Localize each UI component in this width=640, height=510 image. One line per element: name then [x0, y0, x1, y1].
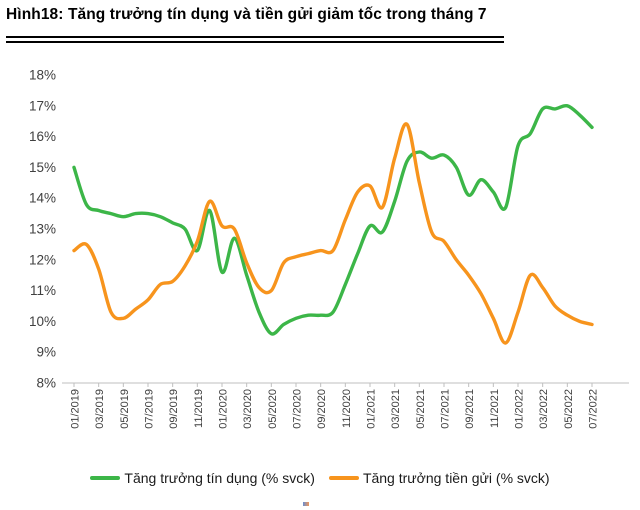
line-chart-plot: 01/2019 03/2019 05/2019 07/2019 09/2019 11/20…: [29, 68, 629, 429]
chart-title: Hình18: Tăng trưởng tín dụng và tiền gửi…: [6, 6, 487, 23]
x-tick-label: 09/2019: [168, 389, 180, 429]
y-tick-label: 17%: [29, 98, 56, 113]
x-tick-label: 03/2022: [538, 389, 550, 429]
x-tick-label: 01/2019: [70, 389, 82, 429]
x-tick-label: 11/2020: [341, 389, 353, 428]
x-tick-label: 01/2021: [366, 389, 378, 429]
y-tick-label: 13%: [29, 222, 56, 237]
x-tick-label: 07/2020: [292, 389, 304, 429]
legend-label-deposit: Tăng trưởng tiền gửi (% svck): [362, 470, 550, 486]
x-tick-label: 07/2022: [588, 389, 600, 429]
y-tick-label: 8%: [36, 376, 56, 391]
x-tick-label: 03/2020: [242, 389, 254, 429]
legend-label-credit: Tăng trưởng tín dụng (% svck): [124, 470, 315, 486]
y-tick-label: 18%: [29, 68, 56, 83]
y-tick-label: 16%: [29, 129, 56, 144]
x-tick-label: 07/2021: [440, 389, 452, 429]
y-tick-label: 9%: [36, 345, 56, 360]
x-tick-label: 01/2022: [514, 389, 526, 429]
chart-legend: Tăng trưởng tín dụng (% svck) Tăng trưởn…: [0, 470, 640, 486]
x-tick-label: 05/2020: [267, 389, 279, 429]
title-double-rule: [6, 36, 504, 43]
x-tick-label: 01/2020: [218, 389, 230, 429]
x-tick-label: 09/2021: [464, 389, 476, 429]
y-tick-label: 12%: [29, 252, 56, 267]
x-tick-label: 05/2021: [415, 389, 427, 429]
legend-item-deposit: Tăng trưởng tiền gửi (% svck): [328, 470, 550, 486]
x-tick-label: 07/2019: [144, 389, 156, 429]
x-tick-label: 05/2019: [119, 389, 131, 429]
credit-growth-line: [72, 103, 594, 336]
bottom-artifact: [303, 502, 309, 506]
y-tick-label: 10%: [29, 314, 56, 329]
legend-item-credit: Tăng trưởng tín dụng (% svck): [90, 470, 315, 486]
x-tick-label: 03/2021: [390, 389, 402, 429]
x-tick-label: 05/2022: [563, 389, 575, 429]
x-tick-label: 03/2019: [94, 389, 106, 429]
y-tick-label: 14%: [29, 191, 56, 206]
y-tick-label: 11%: [30, 283, 56, 298]
y-tick-label: 15%: [29, 160, 56, 175]
deposit-line-swatch-icon: [328, 476, 359, 480]
credit-line-swatch-icon: [90, 476, 121, 480]
x-tick-label: 11/2019: [193, 389, 205, 428]
x-tick-label: 11/2021: [489, 389, 501, 428]
deposit-growth-line: [72, 122, 594, 345]
x-tick-label: 09/2020: [316, 389, 328, 429]
